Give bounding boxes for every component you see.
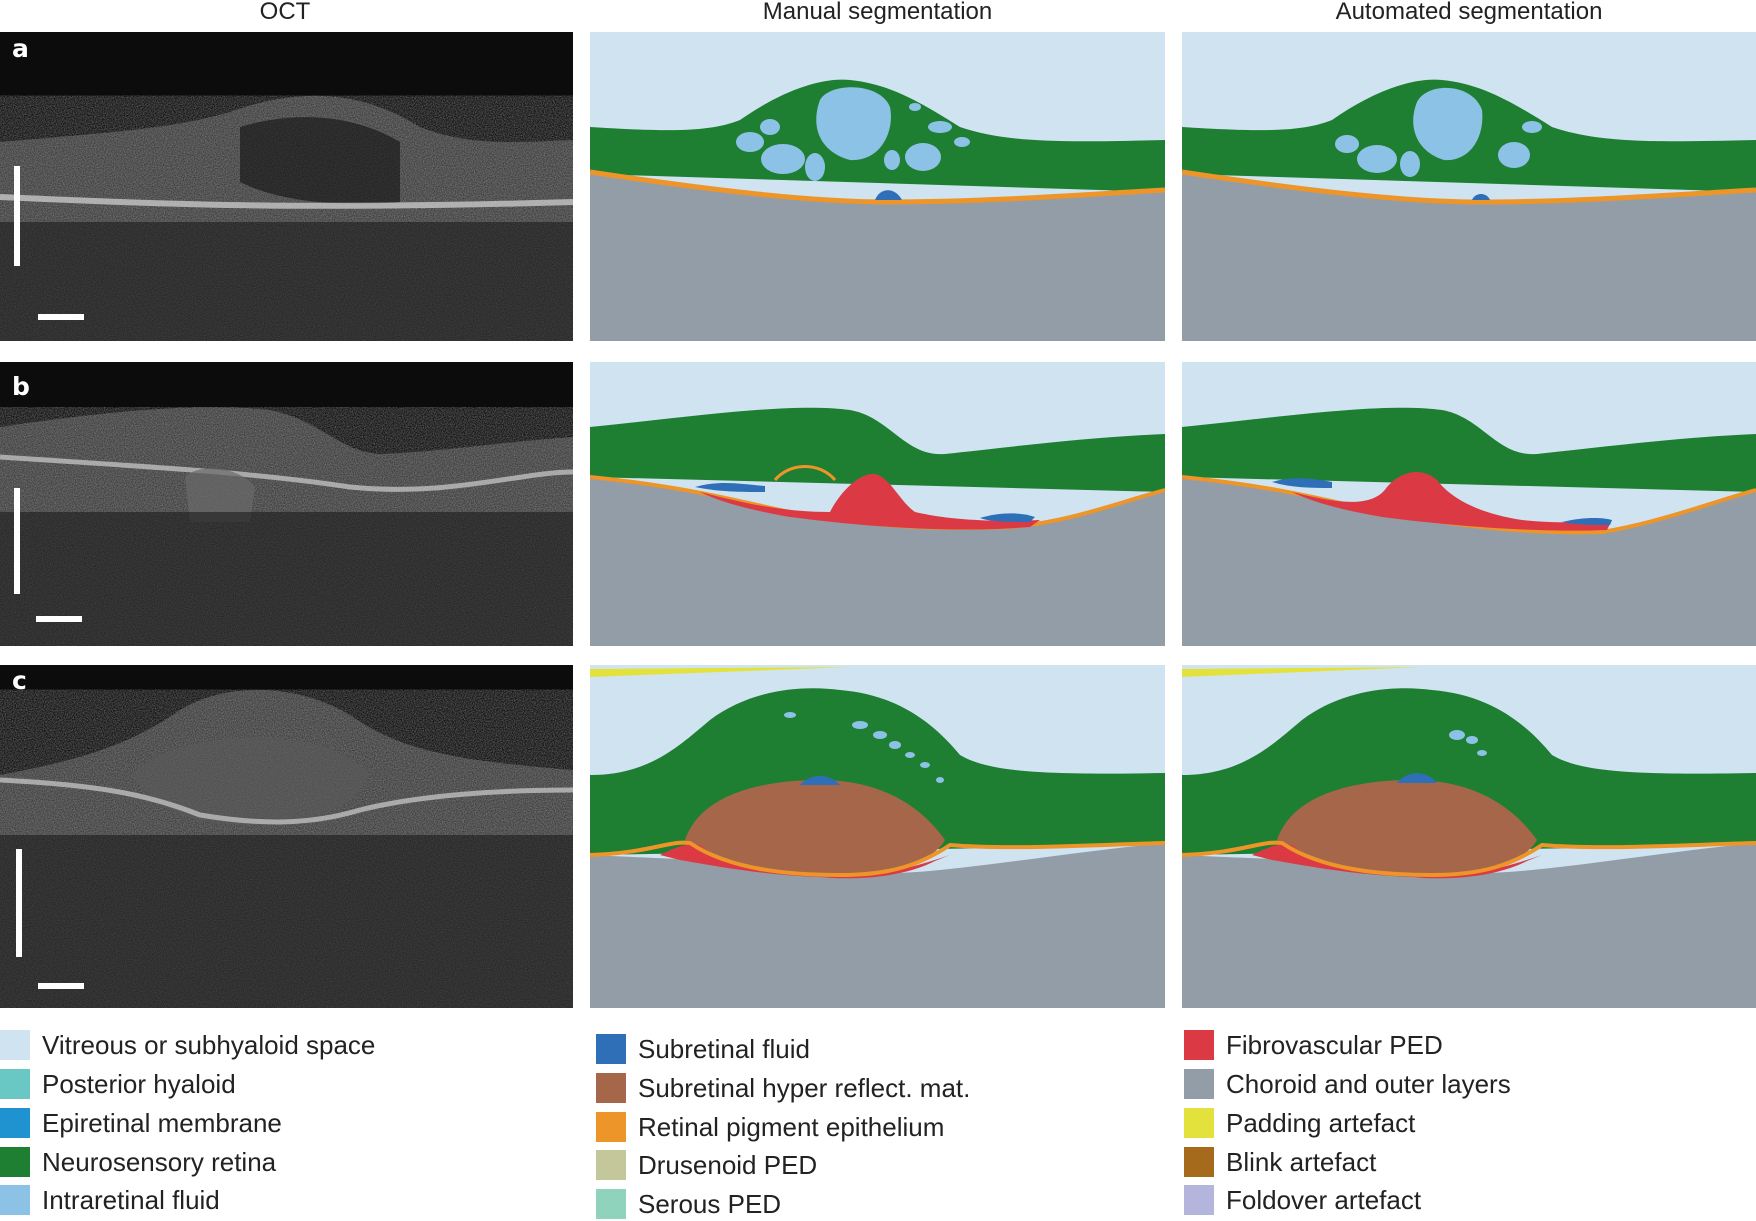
legend-item-drusenoid-ped: Drusenoid PED (596, 1148, 817, 1182)
manual-segmentation-a (590, 32, 1165, 341)
automated-segmentation-b (1182, 362, 1756, 646)
legend-swatch (0, 1069, 30, 1099)
legend-swatch (1184, 1108, 1214, 1138)
legend-label: Neurosensory retina (42, 1146, 277, 1177)
legend-item-padding-artefact: Padding artefact (1184, 1106, 1415, 1140)
automated-segmentation-a (1182, 32, 1756, 341)
legend-swatch (0, 1030, 30, 1060)
legend-swatch (596, 1112, 626, 1142)
legend-swatch (596, 1034, 626, 1064)
legend-swatch (596, 1189, 626, 1219)
legend-item-intraretinal-fluid: Intraretinal fluid (0, 1183, 220, 1217)
legend-swatch (1184, 1185, 1214, 1215)
oct-column-title: OCT (259, 0, 311, 25)
legend-item-vitreous: Vitreous or subhyaloid space (0, 1028, 375, 1062)
legend-item-blink-artefact: Blink artefact (1184, 1145, 1376, 1179)
legend-label: Subretinal fluid (638, 1033, 810, 1064)
legend-label: Fibrovascular PED (1226, 1029, 1443, 1060)
legend-item-subretinal-hyper-reflect: Subretinal hyper reflect. mat. (596, 1071, 970, 1105)
legend-swatch (0, 1108, 30, 1138)
legend-item-rpe: Retinal pigment epithelium (596, 1110, 944, 1144)
legend-item-fibrovascular-ped: Fibrovascular PED (1184, 1028, 1443, 1062)
legend-label: Blink artefact (1226, 1146, 1377, 1177)
legend-swatch (0, 1147, 30, 1177)
legend-swatch (596, 1150, 626, 1180)
automated-segmentation-c (1182, 665, 1756, 1008)
legend-label: Retinal pigment epithelium (638, 1111, 945, 1142)
row-label-a: a (12, 34, 29, 63)
legend-swatch (1184, 1030, 1214, 1060)
legend-swatch (1184, 1147, 1214, 1177)
manual-segmentation-column-title: Manual segmentation (762, 0, 993, 25)
legend-item-posterior-hyaloid: Posterior hyaloid (0, 1067, 236, 1101)
legend-item-serous-ped: Serous PED (596, 1187, 781, 1221)
legend-label: Epiretinal membrane (42, 1107, 282, 1138)
legend-label: Foldover artefact (1226, 1184, 1422, 1215)
legend-swatch (1184, 1069, 1214, 1099)
legend-label: Vitreous or subhyaloid space (42, 1029, 376, 1060)
oct-scan-b (0, 362, 573, 646)
legend-label: Choroid and outer layers (1226, 1068, 1511, 1099)
legend-swatch (596, 1073, 626, 1103)
row-label-b: b (12, 372, 30, 401)
row-label-c: c (12, 666, 27, 695)
legend-label: Drusenoid PED (638, 1149, 818, 1180)
oct-scan-c (0, 665, 573, 1008)
legend-item-neurosensory-retina: Neurosensory retina (0, 1145, 276, 1179)
oct-scan-a (0, 32, 573, 341)
legend-label: Serous PED (638, 1188, 782, 1219)
legend-swatch (0, 1185, 30, 1215)
legend-item-subretinal-fluid: Subretinal fluid (596, 1032, 810, 1066)
legend-label: Posterior hyaloid (42, 1068, 236, 1099)
legend-label: Subretinal hyper reflect. mat. (638, 1072, 971, 1103)
legend-item-epiretinal-membrane: Epiretinal membrane (0, 1106, 282, 1140)
manual-segmentation-c (590, 665, 1165, 1008)
legend-label: Intraretinal fluid (42, 1184, 220, 1215)
automated-segmentation-column-title: Automated segmentation (1335, 0, 1603, 25)
manual-segmentation-b (590, 362, 1165, 646)
legend-label: Padding artefact (1226, 1107, 1416, 1138)
legend-item-choroid: Choroid and outer layers (1184, 1067, 1511, 1101)
legend-item-foldover-artefact: Foldover artefact (1184, 1183, 1421, 1217)
